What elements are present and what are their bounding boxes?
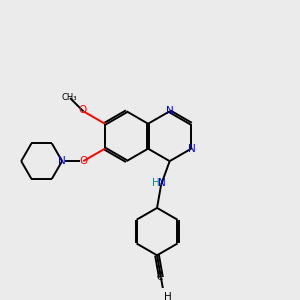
Text: N: N: [188, 144, 196, 154]
Text: H: H: [152, 178, 160, 188]
Text: CH₃: CH₃: [61, 93, 77, 102]
Text: O: O: [78, 105, 86, 115]
Text: N: N: [166, 106, 174, 116]
Text: H: H: [164, 292, 172, 300]
Text: C: C: [157, 273, 163, 282]
Text: O: O: [79, 156, 87, 166]
Text: N: N: [58, 156, 66, 166]
Text: N: N: [158, 178, 166, 188]
